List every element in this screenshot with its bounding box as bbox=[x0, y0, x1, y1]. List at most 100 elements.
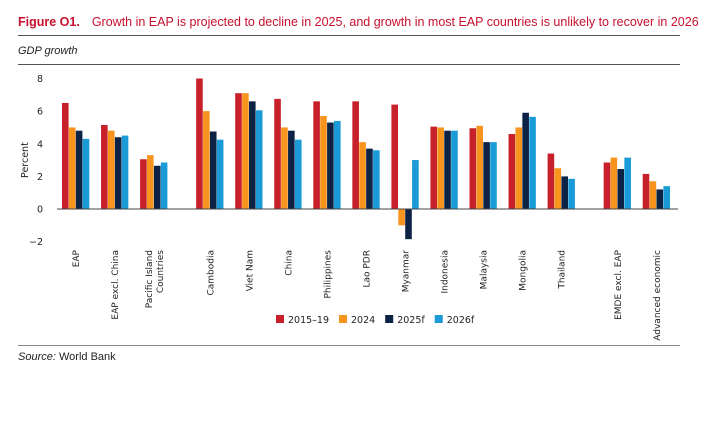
bar bbox=[359, 142, 366, 209]
y-axis: 8 6 4 2 0 −2 bbox=[29, 74, 43, 248]
bar bbox=[352, 101, 359, 209]
legend-item: 2024 bbox=[339, 315, 375, 326]
title-divider bbox=[18, 35, 680, 36]
bar bbox=[469, 128, 477, 209]
figure-number: Figure O1. bbox=[18, 15, 80, 29]
x-tick-label-line: Malaysia bbox=[480, 250, 490, 289]
x-tick-label: EAP excl. China bbox=[111, 250, 121, 320]
x-tick-label-line: Lao PDR bbox=[363, 250, 373, 288]
x-tick-label-line: Indonesia bbox=[441, 250, 451, 294]
chart-subtitle: GDP growth bbox=[18, 45, 78, 57]
bar bbox=[114, 137, 122, 209]
figure-title-text: Growth in EAP is projected to decline in… bbox=[91, 15, 699, 29]
bars bbox=[62, 78, 670, 240]
x-tick-label-line: Thailand bbox=[558, 250, 568, 290]
x-tick-label: EAP bbox=[72, 249, 82, 267]
x-tick-label: Cambodia bbox=[206, 250, 216, 296]
y-tick-label: 2 bbox=[37, 172, 43, 183]
bar-group bbox=[196, 78, 224, 210]
bar bbox=[412, 160, 419, 209]
legend-item: 2015–19 bbox=[276, 315, 329, 326]
bar bbox=[235, 93, 242, 209]
x-tick-label-line: Myanmar bbox=[402, 250, 412, 293]
x-tick-label-line: EMDE excl. EAP bbox=[614, 249, 624, 319]
bar bbox=[568, 178, 575, 209]
bar-group bbox=[603, 157, 631, 209]
x-tick-label-line: Advanced economic bbox=[653, 250, 663, 341]
y-tick-label: 8 bbox=[37, 74, 43, 85]
bar bbox=[242, 93, 249, 209]
bar bbox=[663, 186, 670, 209]
bar bbox=[313, 101, 320, 209]
bar bbox=[483, 142, 490, 209]
source-divider bbox=[18, 345, 680, 346]
bar bbox=[508, 133, 516, 209]
bar bbox=[451, 130, 458, 209]
bar bbox=[398, 209, 405, 226]
bar bbox=[327, 122, 334, 209]
x-tick-label: Mongolia bbox=[519, 250, 529, 291]
bar bbox=[320, 116, 327, 209]
bar bbox=[444, 130, 451, 209]
x-tick-label-line: EAP excl. China bbox=[111, 250, 121, 320]
y-tick-label: 4 bbox=[37, 139, 43, 150]
y-axis-label: Percent bbox=[20, 142, 31, 178]
bar bbox=[216, 139, 224, 209]
figure-title: Figure O1. Growth in EAP is projected to … bbox=[18, 15, 699, 29]
x-tick-label: Advanced economic bbox=[653, 250, 663, 341]
source-note: Source: World Bank bbox=[18, 351, 116, 363]
bar bbox=[281, 127, 288, 209]
legend-label: 2015–19 bbox=[288, 315, 329, 326]
x-tick-label: Myanmar bbox=[402, 250, 412, 293]
legend-item: 2025f bbox=[385, 315, 425, 326]
bar-group bbox=[430, 126, 458, 209]
bar-group bbox=[508, 112, 536, 209]
legend-swatch bbox=[434, 315, 443, 323]
bar-group bbox=[274, 98, 302, 209]
bar-group bbox=[140, 155, 168, 209]
x-tick-label-line: China bbox=[284, 250, 294, 276]
legend: 2015–19 2024 2025f 2026f bbox=[276, 315, 475, 326]
bar-group bbox=[235, 93, 263, 209]
bar bbox=[160, 162, 168, 209]
x-tick-label-line: Cambodia bbox=[206, 250, 216, 296]
bar bbox=[515, 127, 523, 209]
bar-group bbox=[642, 173, 670, 209]
y-tick-label: 0 bbox=[37, 205, 43, 216]
x-tick-label: Lao PDR bbox=[363, 250, 373, 288]
bar bbox=[476, 125, 483, 209]
bar bbox=[294, 139, 302, 209]
x-tick-label: Viet Nam bbox=[245, 250, 255, 291]
bar bbox=[147, 155, 154, 209]
bar bbox=[522, 112, 529, 209]
bar bbox=[209, 131, 217, 209]
bar bbox=[405, 209, 412, 240]
x-tick-label-line: Philippines bbox=[323, 250, 333, 299]
bar bbox=[334, 120, 341, 209]
bar-group bbox=[391, 104, 419, 240]
bar bbox=[373, 150, 380, 210]
source-label: Source: bbox=[18, 351, 56, 363]
bar-chart: 8 6 4 2 0 −2 Percent EAP EAP excl. China Pacifi… bbox=[20, 74, 678, 341]
legend-swatch bbox=[385, 315, 394, 323]
bar bbox=[529, 116, 536, 209]
bar bbox=[437, 127, 444, 209]
bar bbox=[656, 189, 664, 209]
bar bbox=[642, 173, 650, 209]
bar bbox=[68, 127, 76, 209]
bar bbox=[610, 157, 618, 209]
x-tick-label: Philippines bbox=[323, 250, 333, 299]
x-tick-label-line: Pacific Island bbox=[145, 250, 155, 308]
bar-group bbox=[547, 153, 575, 210]
x-tick-label: EMDE excl. EAP bbox=[614, 249, 624, 319]
legend-label: 2024 bbox=[351, 315, 375, 326]
y-tick-label: −2 bbox=[29, 237, 43, 248]
bar-group bbox=[62, 102, 90, 209]
legend-swatch bbox=[339, 315, 348, 323]
bar bbox=[249, 101, 256, 209]
bar bbox=[153, 165, 161, 209]
bar bbox=[121, 135, 129, 209]
bar bbox=[274, 98, 281, 209]
bar-group bbox=[469, 125, 497, 209]
x-tick-label-line: EAP bbox=[72, 249, 82, 267]
